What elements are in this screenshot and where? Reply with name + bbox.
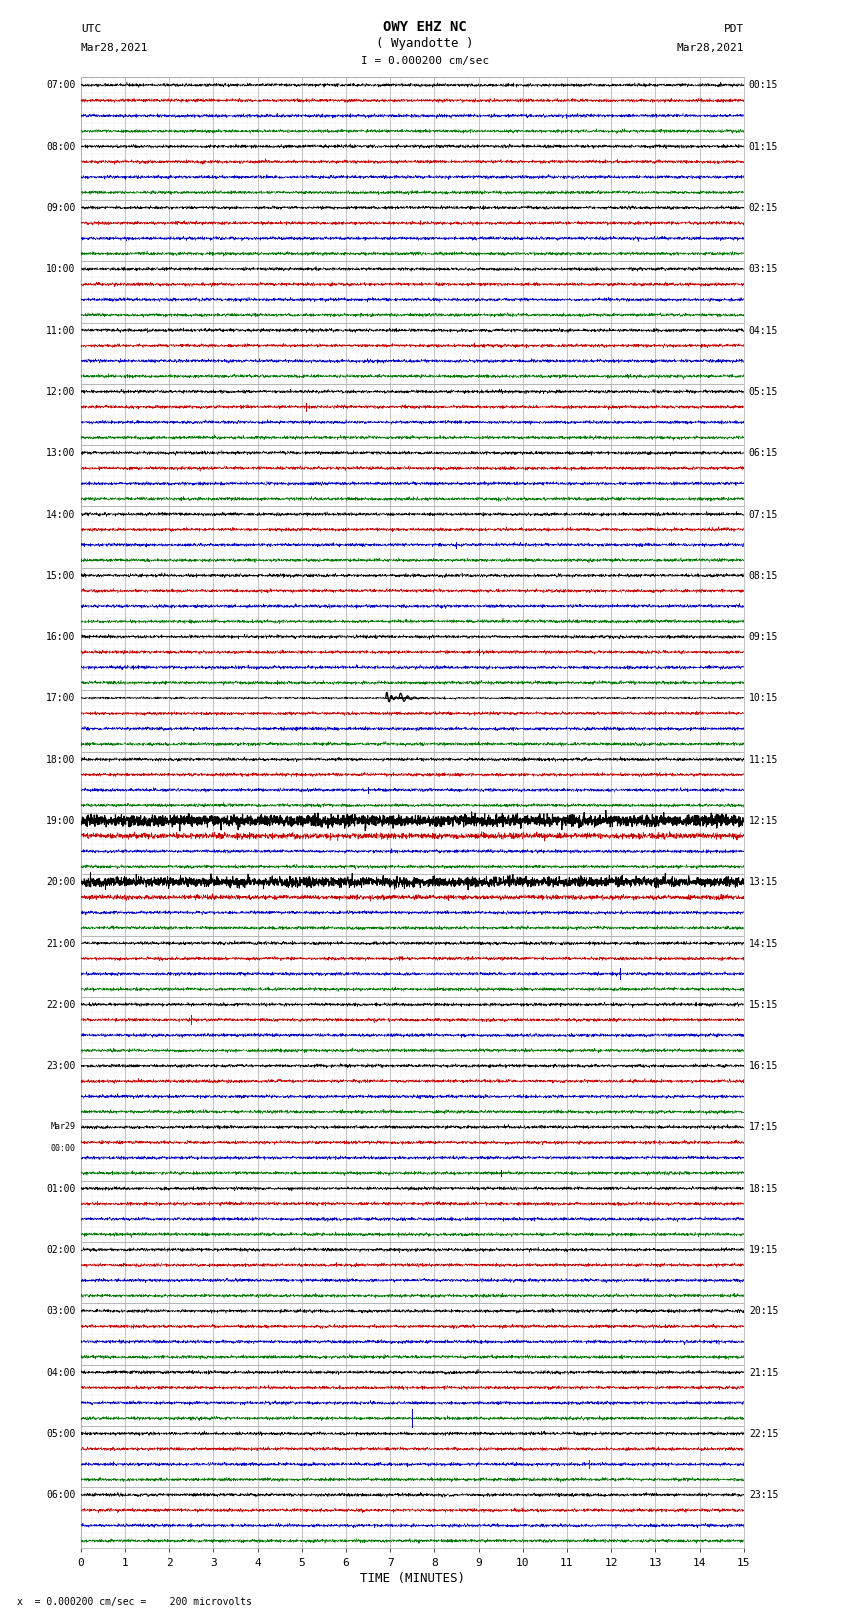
Text: 21:15: 21:15: [749, 1368, 779, 1378]
Text: 22:00: 22:00: [46, 1000, 76, 1010]
Text: 21:00: 21:00: [46, 939, 76, 948]
Text: 18:15: 18:15: [749, 1184, 779, 1194]
Text: 00:00: 00:00: [51, 1144, 76, 1153]
Text: 14:00: 14:00: [46, 510, 76, 519]
Text: 17:15: 17:15: [749, 1123, 779, 1132]
Text: 19:00: 19:00: [46, 816, 76, 826]
Text: 22:15: 22:15: [749, 1429, 779, 1439]
Text: OWY EHZ NC: OWY EHZ NC: [383, 19, 467, 34]
Text: 16:15: 16:15: [749, 1061, 779, 1071]
Text: 02:15: 02:15: [749, 203, 779, 213]
Text: 07:15: 07:15: [749, 510, 779, 519]
Text: 13:15: 13:15: [749, 877, 779, 887]
Text: 02:00: 02:00: [46, 1245, 76, 1255]
Text: 19:15: 19:15: [749, 1245, 779, 1255]
Text: 03:15: 03:15: [749, 265, 779, 274]
Text: 01:15: 01:15: [749, 142, 779, 152]
Text: ( Wyandotte ): ( Wyandotte ): [377, 37, 473, 50]
Text: 06:15: 06:15: [749, 448, 779, 458]
Text: 07:00: 07:00: [46, 81, 76, 90]
Text: PDT: PDT: [723, 24, 744, 34]
Text: 03:00: 03:00: [46, 1307, 76, 1316]
Text: 12:00: 12:00: [46, 387, 76, 397]
Text: 18:00: 18:00: [46, 755, 76, 765]
Text: 01:00: 01:00: [46, 1184, 76, 1194]
Text: 06:00: 06:00: [46, 1490, 76, 1500]
Text: 12:15: 12:15: [749, 816, 779, 826]
Text: 23:15: 23:15: [749, 1490, 779, 1500]
Text: 17:00: 17:00: [46, 694, 76, 703]
Text: 09:15: 09:15: [749, 632, 779, 642]
Text: 20:15: 20:15: [749, 1307, 779, 1316]
Text: 04:00: 04:00: [46, 1368, 76, 1378]
Text: 14:15: 14:15: [749, 939, 779, 948]
Text: 11:15: 11:15: [749, 755, 779, 765]
Text: Mar28,2021: Mar28,2021: [81, 44, 148, 53]
Text: x  = 0.000200 cm/sec =    200 microvolts: x = 0.000200 cm/sec = 200 microvolts: [17, 1597, 252, 1607]
X-axis label: TIME (MINUTES): TIME (MINUTES): [360, 1571, 465, 1584]
Text: 00:15: 00:15: [749, 81, 779, 90]
Text: 05:15: 05:15: [749, 387, 779, 397]
Text: 11:00: 11:00: [46, 326, 76, 336]
Text: 23:00: 23:00: [46, 1061, 76, 1071]
Text: Mar29: Mar29: [51, 1123, 76, 1131]
Text: 10:15: 10:15: [749, 694, 779, 703]
Text: 15:15: 15:15: [749, 1000, 779, 1010]
Text: I = 0.000200 cm/sec: I = 0.000200 cm/sec: [361, 56, 489, 66]
Text: 13:00: 13:00: [46, 448, 76, 458]
Text: 20:00: 20:00: [46, 877, 76, 887]
Text: UTC: UTC: [81, 24, 101, 34]
Text: 10:00: 10:00: [46, 265, 76, 274]
Text: 16:00: 16:00: [46, 632, 76, 642]
Text: 09:00: 09:00: [46, 203, 76, 213]
Text: 04:15: 04:15: [749, 326, 779, 336]
Text: 05:00: 05:00: [46, 1429, 76, 1439]
Text: 08:00: 08:00: [46, 142, 76, 152]
Text: Mar28,2021: Mar28,2021: [677, 44, 744, 53]
Text: 15:00: 15:00: [46, 571, 76, 581]
Text: 08:15: 08:15: [749, 571, 779, 581]
